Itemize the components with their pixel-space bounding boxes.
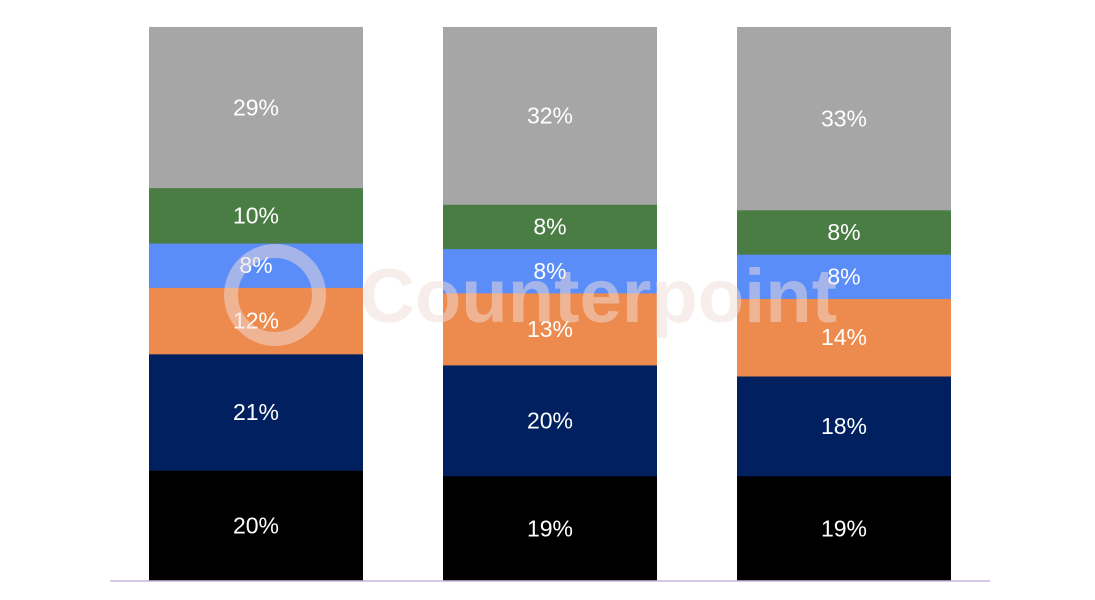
- data-label: 21%: [233, 399, 279, 425]
- watermark: Counterpoint: [224, 244, 837, 346]
- bar-segment: [443, 475, 657, 582]
- data-label: 10%: [233, 202, 279, 228]
- data-label: 29%: [233, 94, 279, 120]
- bar-segment: [149, 353, 363, 471]
- bar-segment: [443, 364, 657, 477]
- data-label: 33%: [821, 105, 867, 131]
- data-label: 19%: [527, 515, 573, 541]
- bar-segment: [737, 475, 951, 582]
- bar-segment: [443, 292, 657, 366]
- data-label: 8%: [827, 263, 860, 289]
- bar-segment: [149, 187, 363, 244]
- data-label: 18%: [821, 413, 867, 439]
- data-label: 32%: [527, 103, 573, 129]
- bar-segment: [737, 209, 951, 255]
- data-label: 8%: [533, 213, 566, 239]
- data-label: 8%: [533, 258, 566, 284]
- bar-segment: [149, 287, 363, 355]
- bar-segment: [443, 248, 657, 294]
- bars-group: 20%21%12%8%10%29%19%20%13%8%8%32%19%18%1…: [149, 27, 951, 582]
- bar-segment: [737, 254, 951, 299]
- bar-segment: [737, 298, 951, 377]
- data-label: 13%: [527, 316, 573, 342]
- data-label: 20%: [527, 407, 573, 433]
- data-label: 8%: [827, 219, 860, 245]
- data-label: 19%: [821, 515, 867, 541]
- bar-segment: [443, 204, 657, 250]
- watermark-logo-icon: [224, 244, 326, 346]
- bar-segment: [149, 470, 363, 582]
- bar-segment: [443, 27, 657, 205]
- bar-segment: [737, 376, 951, 477]
- bar-segment: [737, 27, 951, 211]
- bar-segment: [149, 27, 363, 189]
- data-label: 20%: [233, 513, 279, 539]
- data-label: 14%: [821, 324, 867, 350]
- watermark-text: Counterpoint: [360, 254, 837, 339]
